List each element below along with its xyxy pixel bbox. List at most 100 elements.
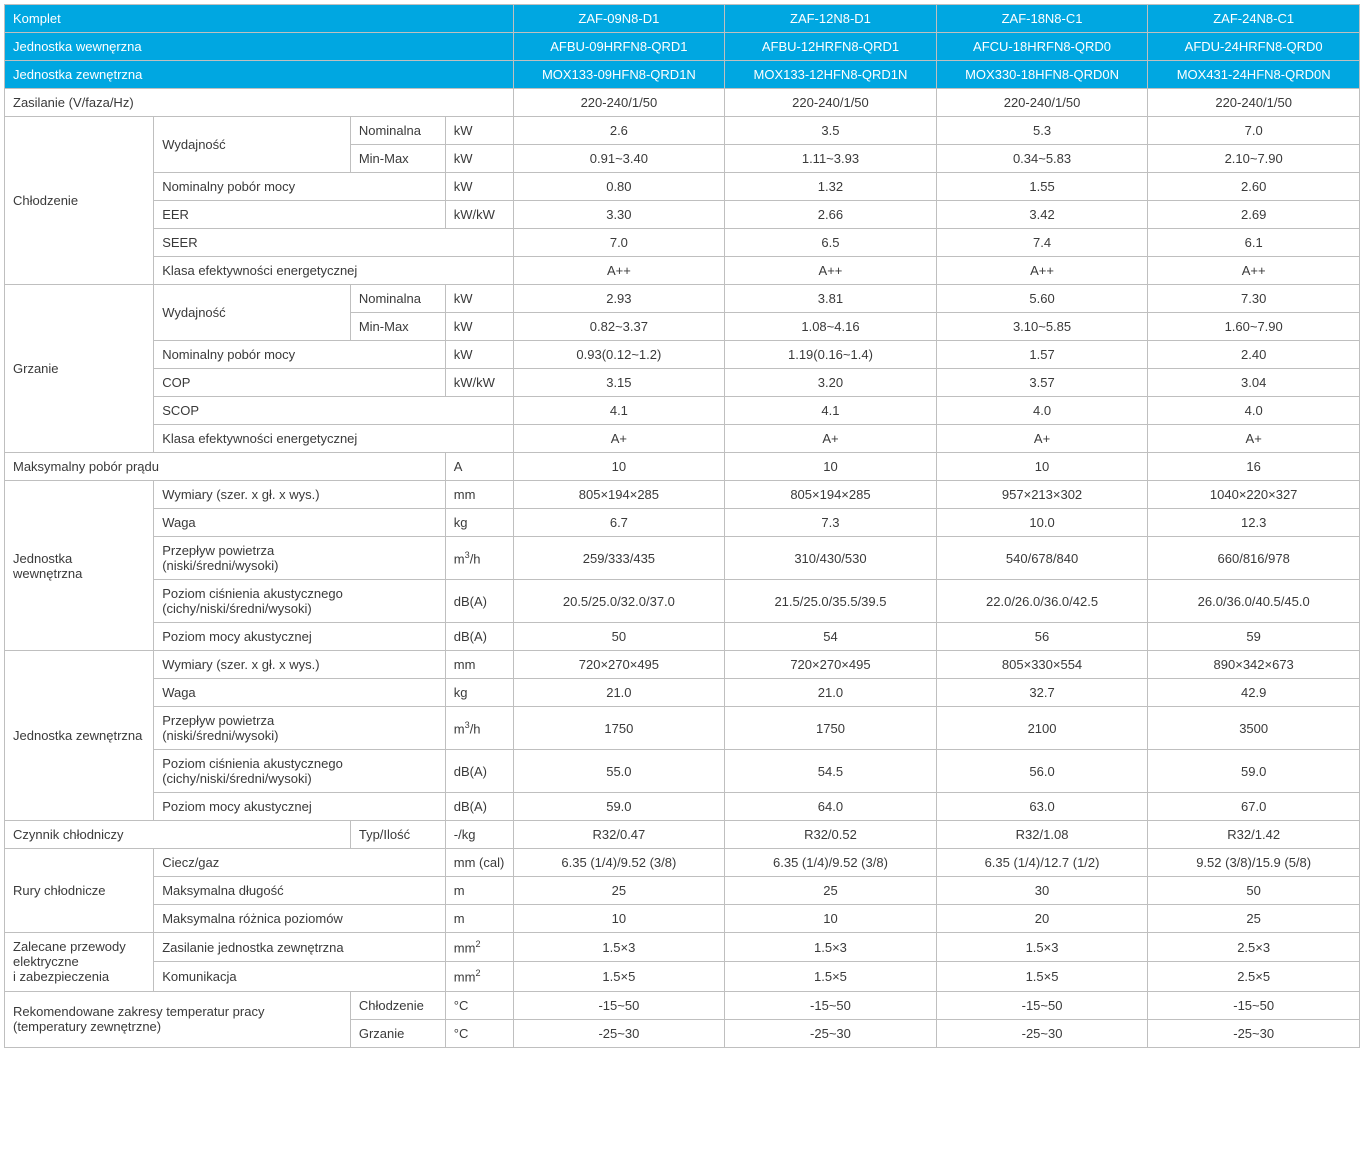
table-cell: 25: [1148, 905, 1360, 933]
table-cell: 259/333/435: [513, 537, 725, 580]
table-cell: A++: [936, 257, 1148, 285]
table-cell: 21.5/25.0/35.5/39.5: [725, 580, 937, 623]
table-cell: 0.82~3.37: [513, 313, 725, 341]
table-cell: Wydajność: [154, 117, 351, 173]
table-cell: Grzanie: [350, 1019, 445, 1047]
header-value: MOX133-12HFN8-QRD1N: [725, 61, 937, 89]
table-cell: 1.5×3: [725, 933, 937, 962]
table-cell: Poziom ciśnienia akustycznego(cichy/nisk…: [154, 750, 446, 793]
table-cell: kW: [445, 173, 513, 201]
table-cell: -25~30: [1148, 1019, 1360, 1047]
table-cell: kW: [445, 341, 513, 369]
table-cell: 1.55: [936, 173, 1148, 201]
table-cell: 0.91~3.40: [513, 145, 725, 173]
table-cell: Waga: [154, 509, 446, 537]
table-cell: Klasa efektywności energetycznej: [154, 257, 513, 285]
table-cell: 20: [936, 905, 1148, 933]
table-cell: dB(A): [445, 750, 513, 793]
table-cell: 6.1: [1148, 229, 1360, 257]
table-cell: 3.15: [513, 369, 725, 397]
table-cell: 10: [936, 453, 1148, 481]
table-cell: Poziom ciśnienia akustycznego (cichy/nis…: [154, 580, 446, 623]
table-cell: 1.5×5: [936, 962, 1148, 991]
table-cell: 9.52 (3/8)/15.9 (5/8): [1148, 849, 1360, 877]
table-cell: Zasilanie (V/faza/Hz): [5, 89, 514, 117]
table-cell: 64.0: [725, 793, 937, 821]
table-cell: Nominalny pobór mocy: [154, 173, 446, 201]
table-cell: 220-240/1/50: [513, 89, 725, 117]
table-cell: dB(A): [445, 793, 513, 821]
table-cell: 3.81: [725, 285, 937, 313]
table-cell: 50: [513, 623, 725, 651]
table-cell: A+: [513, 425, 725, 453]
table-cell: 7.4: [936, 229, 1148, 257]
header-value: AFBU-09HRFN8-QRD1: [513, 33, 725, 61]
table-cell: A: [445, 453, 513, 481]
table-cell: 2.10~7.90: [1148, 145, 1360, 173]
header-value: MOX330-18HFN8-QRD0N: [936, 61, 1148, 89]
table-cell: Typ/Ilość: [350, 821, 445, 849]
table-cell: 1.08~4.16: [725, 313, 937, 341]
table-cell: kW: [445, 313, 513, 341]
table-cell: 4.1: [725, 397, 937, 425]
table-cell: 4.0: [936, 397, 1148, 425]
table-cell: 1.5×3: [936, 933, 1148, 962]
table-cell: 32.7: [936, 679, 1148, 707]
table-cell: SCOP: [154, 397, 513, 425]
table-cell: 1.11~3.93: [725, 145, 937, 173]
table-cell: 660/816/978: [1148, 537, 1360, 580]
table-cell: -15~50: [725, 991, 937, 1019]
table-cell: mm: [445, 651, 513, 679]
table-cell: 3.57: [936, 369, 1148, 397]
table-cell: 2.60: [1148, 173, 1360, 201]
header-value: MOX431-24HFN8-QRD0N: [1148, 61, 1360, 89]
spec-table: KompletZAF-09N8-D1ZAF-12N8-D1ZAF-18N8-C1…: [4, 4, 1360, 1048]
table-cell: Zalecane przewody elektrycznei zabezpiec…: [5, 933, 154, 992]
table-cell: kW: [445, 117, 513, 145]
table-cell: 59: [1148, 623, 1360, 651]
header-label: Jednostka wewnęrzna: [5, 33, 514, 61]
table-cell: A+: [936, 425, 1148, 453]
table-cell: 10: [725, 453, 937, 481]
table-cell: 2.93: [513, 285, 725, 313]
table-cell: 10: [513, 905, 725, 933]
table-cell: kW: [445, 285, 513, 313]
table-cell: 1.19(0.16~1.4): [725, 341, 937, 369]
table-cell: mm (cal): [445, 849, 513, 877]
table-cell: Zasilanie jednostka zewnętrzna: [154, 933, 446, 962]
table-cell: 1.32: [725, 173, 937, 201]
table-cell: 720×270×495: [725, 651, 937, 679]
table-cell: A++: [725, 257, 937, 285]
table-cell: 720×270×495: [513, 651, 725, 679]
table-cell: Komunikacja: [154, 962, 446, 991]
table-cell: SEER: [154, 229, 513, 257]
table-cell: -15~50: [513, 991, 725, 1019]
table-cell: 890×342×673: [1148, 651, 1360, 679]
table-cell: 2.66: [725, 201, 937, 229]
table-cell: 957×213×302: [936, 481, 1148, 509]
table-cell: Nominalna: [350, 285, 445, 313]
table-cell: 220-240/1/50: [725, 89, 937, 117]
table-cell: A++: [513, 257, 725, 285]
table-cell: Nominalna: [350, 117, 445, 145]
table-cell: EER: [154, 201, 446, 229]
table-cell: 26.0/36.0/40.5/45.0: [1148, 580, 1360, 623]
table-cell: 42.9: [1148, 679, 1360, 707]
table-cell: 220-240/1/50: [1148, 89, 1360, 117]
table-cell: 3.20: [725, 369, 937, 397]
table-cell: Poziom mocy akustycznej: [154, 623, 446, 651]
table-cell: Rury chłodnicze: [5, 849, 154, 933]
table-cell: 310/430/530: [725, 537, 937, 580]
table-cell: 3.10~5.85: [936, 313, 1148, 341]
table-cell: Rekomendowane zakresy temperatur pracy(t…: [5, 991, 351, 1047]
table-cell: kg: [445, 679, 513, 707]
table-cell: Maksymalny pobór prądu: [5, 453, 446, 481]
header-value: MOX133-09HFN8-QRD1N: [513, 61, 725, 89]
table-cell: 1750: [725, 707, 937, 750]
table-cell: 0.93(0.12~1.2): [513, 341, 725, 369]
table-cell: 1750: [513, 707, 725, 750]
table-cell: mm: [445, 481, 513, 509]
header-label: Komplet: [5, 5, 514, 33]
table-cell: 220-240/1/50: [936, 89, 1148, 117]
table-cell: 3500: [1148, 707, 1360, 750]
